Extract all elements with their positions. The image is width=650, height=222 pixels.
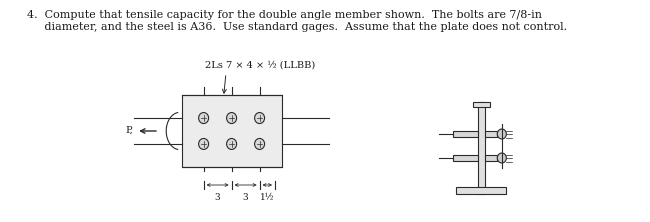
Bar [484, 155, 497, 161]
Text: 3: 3 [214, 193, 220, 202]
Text: diameter, and the steel is A36.  Use standard gages.  Assume that the plate does: diameter, and the steel is A36. Use stan… [27, 22, 567, 32]
Text: 1½: 1½ [260, 193, 274, 202]
Circle shape [199, 113, 209, 123]
Text: 3: 3 [243, 193, 248, 202]
Circle shape [227, 139, 237, 149]
Text: P,: P, [125, 125, 133, 135]
Bar [456, 187, 506, 194]
Circle shape [255, 113, 265, 123]
Circle shape [497, 129, 506, 139]
Circle shape [199, 139, 209, 149]
Circle shape [255, 139, 265, 149]
Text: 2Ls 7 × 4 × ½ (LLBB): 2Ls 7 × 4 × ½ (LLBB) [205, 61, 315, 69]
Bar [484, 131, 497, 137]
Bar [473, 102, 489, 107]
Text: 4.  Compute that tensile capacity for the double angle member shown.  The bolts : 4. Compute that tensile capacity for the… [27, 10, 542, 20]
Bar [453, 155, 478, 161]
Bar [478, 102, 484, 194]
Circle shape [227, 113, 237, 123]
Bar [181, 95, 281, 167]
Circle shape [497, 153, 506, 163]
Bar [453, 131, 478, 137]
